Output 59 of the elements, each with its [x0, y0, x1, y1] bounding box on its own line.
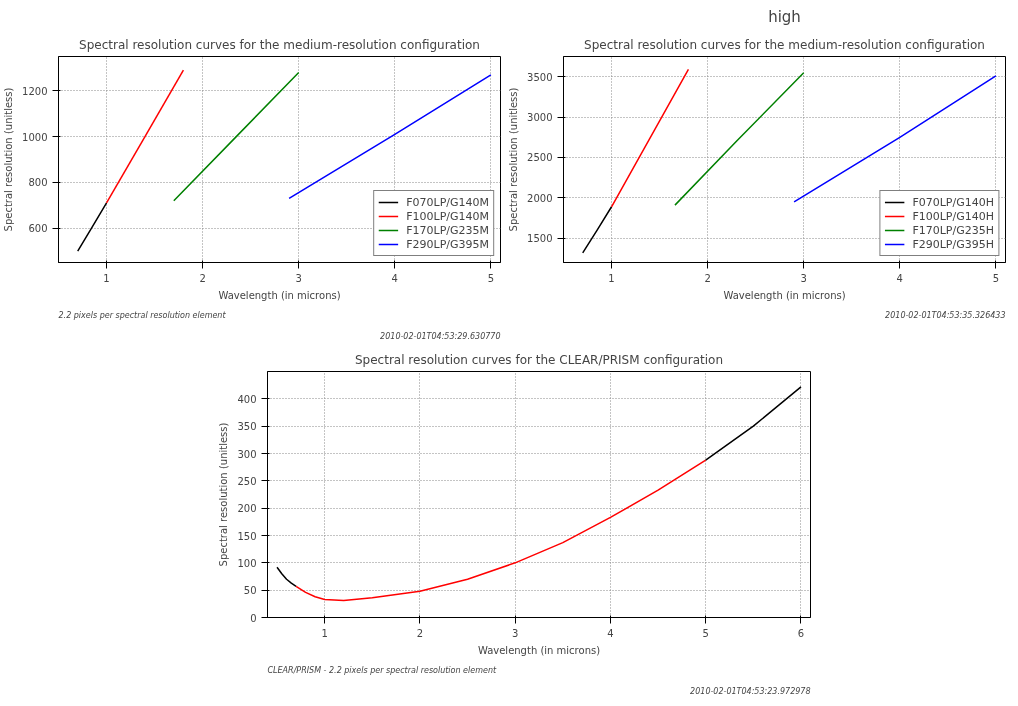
- x-axis-title: Wavelength (in microns): [218, 289, 341, 301]
- line-series: [276, 566, 297, 588]
- text: 2.2 pixels per spectral resolution element: [58, 310, 227, 320]
- y-tick-label: 400: [237, 393, 257, 405]
- y-tick-label: 2500: [527, 152, 553, 164]
- legend-label: F170LP/G235H: [912, 223, 994, 237]
- y-tick-label: 0: [250, 612, 257, 624]
- x-axis-title: Wavelength (in microns): [477, 644, 601, 656]
- y-axis-title: Spectral resolution (unitless): [508, 87, 520, 232]
- y-tick-label: 3000: [527, 112, 553, 124]
- legend-label: F290LP/G395H: [912, 237, 994, 251]
- x-tick-label: 2: [704, 272, 711, 284]
- legend-label: F290LP/G395M: [406, 237, 489, 251]
- x-tick-label: 3: [512, 627, 519, 639]
- x-tick-label: 3: [295, 272, 302, 284]
- y-tick-label: 600: [28, 223, 48, 235]
- y-tick-label: 2000: [527, 192, 553, 204]
- x-tick-label: 4: [896, 272, 903, 284]
- y-axis-title: Spectral resolution (unitless): [218, 422, 230, 567]
- x-tick-label: 1: [608, 272, 615, 284]
- x-tick-label: 4: [391, 272, 398, 284]
- text: 2010-02-01T04:53:35.326433: [885, 310, 1006, 320]
- x-tick-label: 5: [702, 627, 709, 639]
- y-tick-label: 1500: [527, 233, 553, 245]
- text: 2010-02-01T04:53:29.630770: [380, 331, 501, 341]
- chart-title: Spectral resolution curves for the medium-resolution configuration: [584, 37, 985, 52]
- chart-title: Spectral resolution curves for the CLEAR/PRISM configuration: [355, 352, 724, 367]
- y-tick-label: 200: [237, 503, 257, 515]
- x-tick-label: 1: [103, 272, 110, 284]
- x-tick-label: 2: [416, 627, 424, 639]
- legend-label: F100LP/G140H: [912, 209, 994, 223]
- text: 2010-02-01T04:53:23.972978: [690, 686, 811, 696]
- x-tick-label: 4: [607, 627, 614, 639]
- y-tick-label: 300: [237, 448, 257, 460]
- x-tick-label: 5: [487, 272, 495, 284]
- y-tick-label: 100: [237, 557, 257, 569]
- x-tick-label: 5: [992, 272, 1000, 284]
- y-tick-label: 1000: [22, 131, 48, 143]
- y-axis-title: Spectral resolution (unitless): [3, 87, 15, 232]
- legend-label: F100LP/G140M: [406, 209, 489, 223]
- x-tick-label: 6: [797, 627, 805, 639]
- legend-label: F070LP/G140H: [912, 195, 994, 209]
- x-tick-label: 2: [199, 272, 206, 284]
- x-tick-label: 3: [800, 272, 807, 284]
- text: high: [768, 7, 801, 26]
- y-tick-label: 150: [237, 530, 257, 542]
- y-tick-label: 800: [28, 177, 48, 189]
- y-tick-label: 3500: [527, 71, 553, 83]
- x-tick-label: 1: [321, 627, 328, 639]
- line-series: [295, 459, 707, 602]
- x-axis-title: Wavelength (in microns): [723, 289, 846, 301]
- legend-label: F070LP/G140M: [406, 195, 489, 209]
- legend-label: F170LP/G235M: [406, 223, 489, 237]
- y-tick-label: 50: [243, 585, 257, 597]
- y-tick-label: 350: [237, 421, 257, 433]
- text: CLEAR/PRISM - 2.2 pixels per spectral resolution element: [267, 665, 497, 675]
- chart-title: Spectral resolution curves for the medium-resolution configuration: [79, 37, 480, 52]
- y-tick-label: 1200: [22, 85, 48, 97]
- y-tick-label: 250: [237, 475, 257, 487]
